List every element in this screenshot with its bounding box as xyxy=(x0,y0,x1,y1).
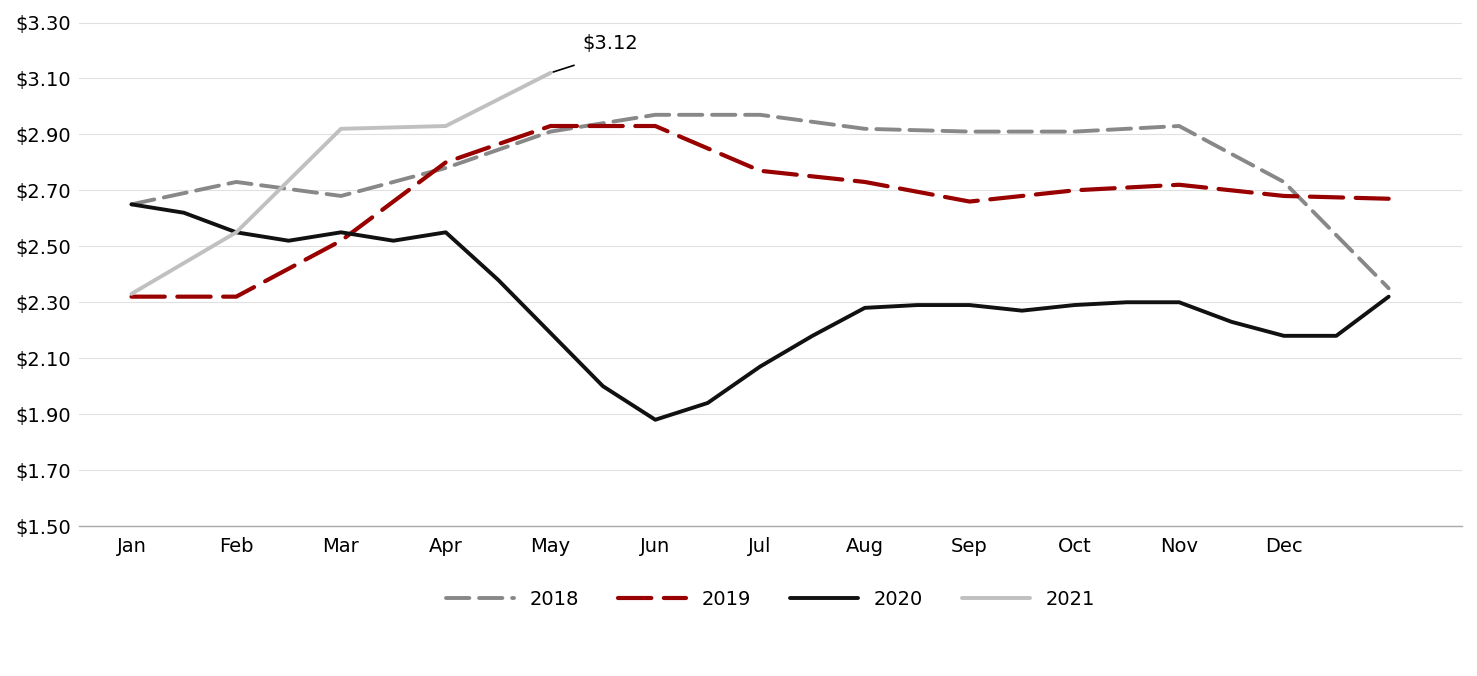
Text: $3.12: $3.12 xyxy=(582,34,638,53)
Legend: 2018, 2019, 2020, 2021: 2018, 2019, 2020, 2021 xyxy=(439,583,1102,617)
